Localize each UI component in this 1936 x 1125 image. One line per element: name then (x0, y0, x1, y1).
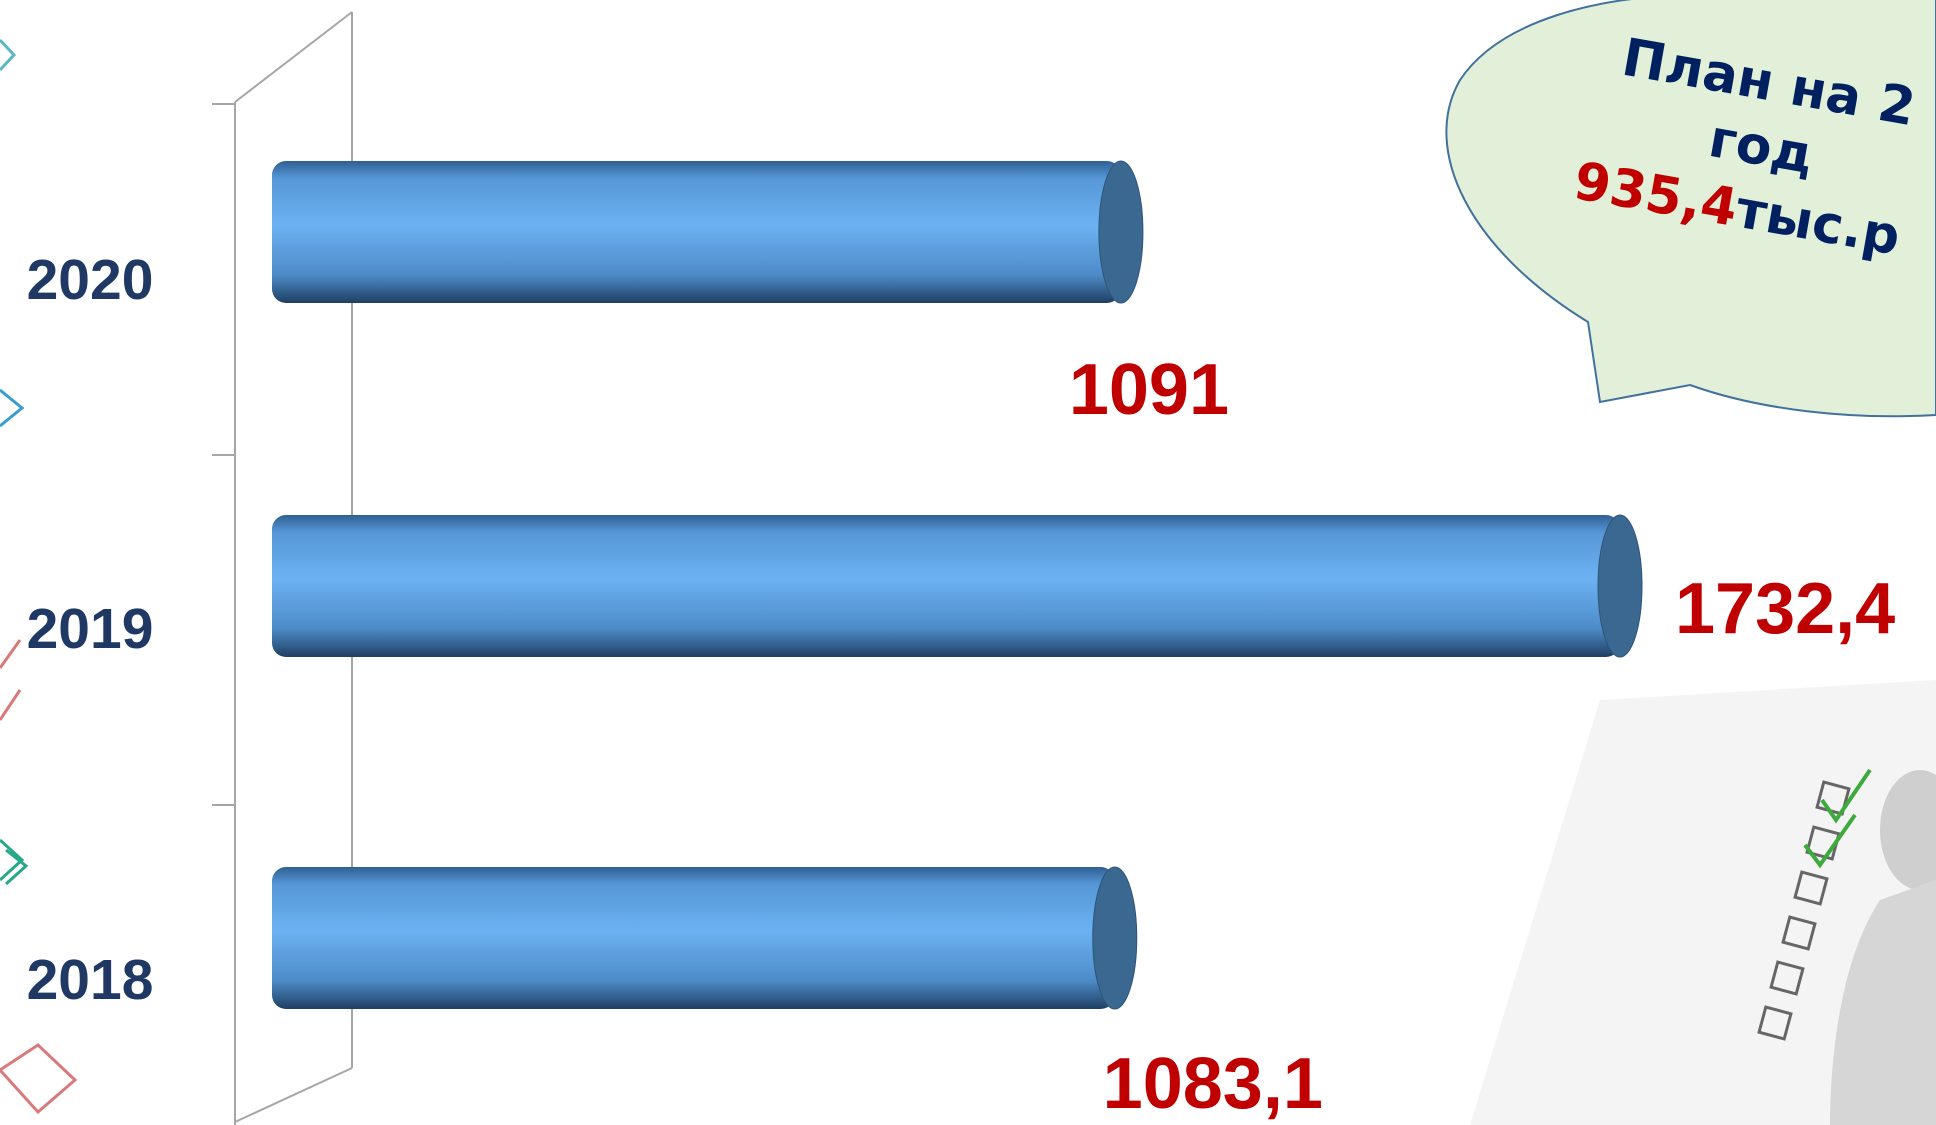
bar-cap (1093, 867, 1137, 1009)
bar-cap (1598, 515, 1642, 657)
illustration (1470, 680, 1936, 1125)
category-label: 2018 (27, 948, 154, 1012)
value-label: 1083,1 (1103, 1044, 1323, 1124)
value-label: 1732,4 (1675, 569, 1895, 649)
bar (272, 161, 1121, 303)
category-label: 2019 (27, 597, 154, 661)
value-label: 1091 (1069, 350, 1229, 430)
bar-cap (1099, 161, 1143, 303)
bar (272, 867, 1115, 1009)
chart: План на 2 год 935,4тыс.р 202010912019173… (0, 0, 1936, 1125)
bar (272, 515, 1620, 657)
category-label: 2020 (27, 248, 154, 312)
